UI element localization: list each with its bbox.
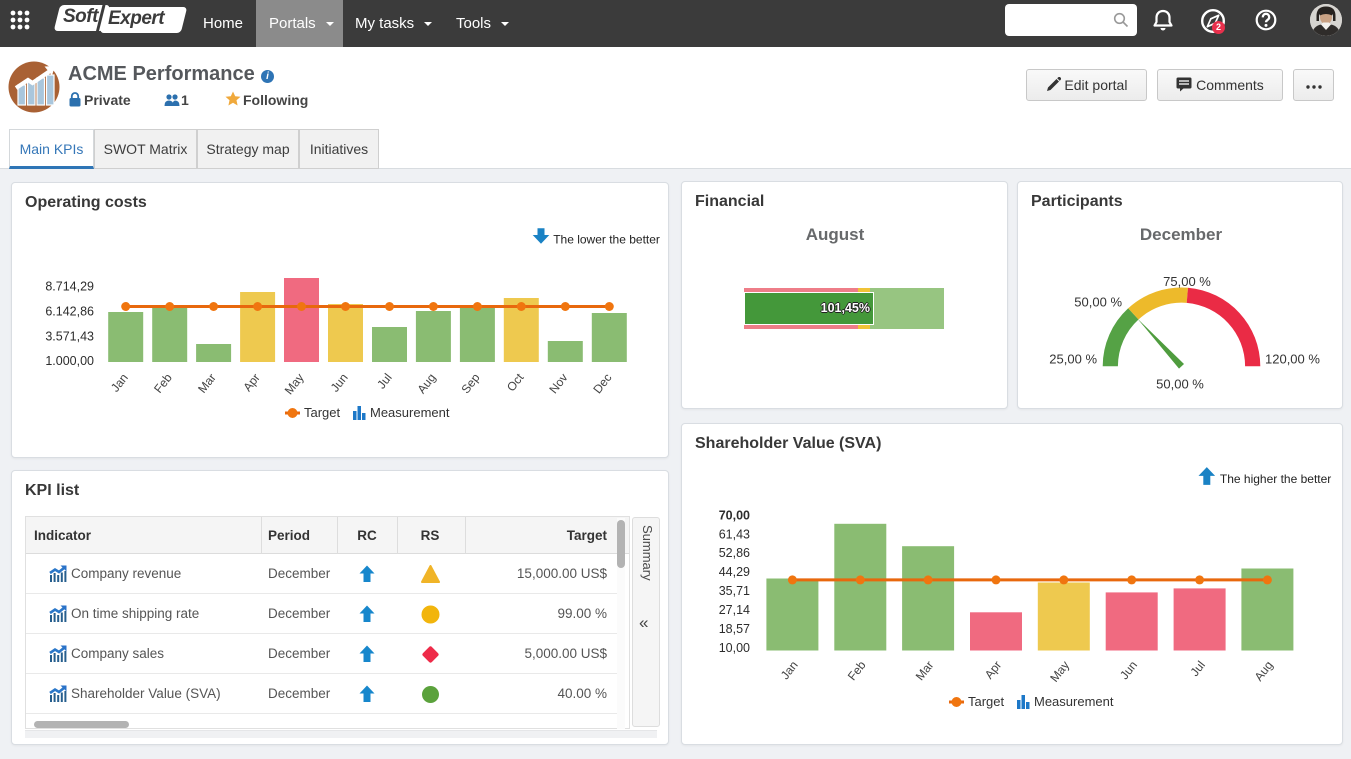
svg-text:75,00 %: 75,00 % bbox=[1163, 274, 1211, 289]
svg-text:Target: Target bbox=[968, 694, 1005, 709]
svg-text:Sep: Sep bbox=[458, 371, 482, 397]
svg-text:Target: Target bbox=[304, 405, 341, 420]
svg-text:Jun: Jun bbox=[1117, 658, 1140, 682]
svg-text:Jan: Jan bbox=[108, 371, 131, 395]
svg-text:35,71: 35,71 bbox=[719, 584, 750, 598]
svg-text:10,00: 10,00 bbox=[719, 641, 750, 655]
svg-text:52,86: 52,86 bbox=[719, 546, 750, 560]
svg-text:Measurement: Measurement bbox=[1034, 694, 1114, 709]
svg-text:May: May bbox=[282, 371, 307, 397]
svg-text:120,00 %: 120,00 % bbox=[1265, 352, 1320, 367]
svg-text:27,14: 27,14 bbox=[719, 603, 750, 617]
svg-text:1.000,00: 1.000,00 bbox=[45, 354, 94, 368]
svg-text:Jul: Jul bbox=[374, 371, 394, 392]
svg-text:Jan: Jan bbox=[778, 658, 801, 682]
svg-text:Aug: Aug bbox=[1252, 658, 1276, 683]
svg-text:50,00 %: 50,00 % bbox=[1074, 295, 1122, 310]
svg-text:50,00 %: 50,00 % bbox=[1156, 377, 1204, 392]
svg-text:Mar: Mar bbox=[913, 658, 937, 683]
svg-text:Aug: Aug bbox=[414, 371, 438, 396]
svg-text:61,43: 61,43 bbox=[719, 527, 750, 541]
svg-text:Jul: Jul bbox=[1187, 658, 1207, 679]
svg-text:Feb: Feb bbox=[845, 658, 869, 683]
svg-text:44,29: 44,29 bbox=[719, 565, 750, 579]
svg-text:Mar: Mar bbox=[195, 371, 219, 396]
svg-text:May: May bbox=[1047, 658, 1072, 684]
svg-text:Oct: Oct bbox=[504, 370, 527, 394]
svg-text:18,57: 18,57 bbox=[719, 622, 750, 636]
svg-text:Measurement: Measurement bbox=[370, 405, 450, 420]
svg-text:The lower the better: The lower the better bbox=[553, 233, 660, 247]
svg-text:3.571,43: 3.571,43 bbox=[45, 329, 94, 343]
svg-text:Dec: Dec bbox=[590, 371, 614, 396]
svg-text:Jun: Jun bbox=[328, 371, 351, 395]
svg-text:Feb: Feb bbox=[151, 371, 175, 396]
svg-text:6.142,86: 6.142,86 bbox=[45, 304, 94, 318]
svg-text:Apr: Apr bbox=[982, 658, 1005, 681]
svg-text:25,00 %: 25,00 % bbox=[1049, 352, 1097, 367]
svg-text:The higher the better: The higher the better bbox=[1220, 472, 1331, 486]
svg-text:Nov: Nov bbox=[546, 371, 570, 396]
svg-text:70,00: 70,00 bbox=[719, 508, 750, 522]
svg-text:Apr: Apr bbox=[240, 371, 263, 394]
svg-text:8.714,29: 8.714,29 bbox=[45, 280, 94, 294]
